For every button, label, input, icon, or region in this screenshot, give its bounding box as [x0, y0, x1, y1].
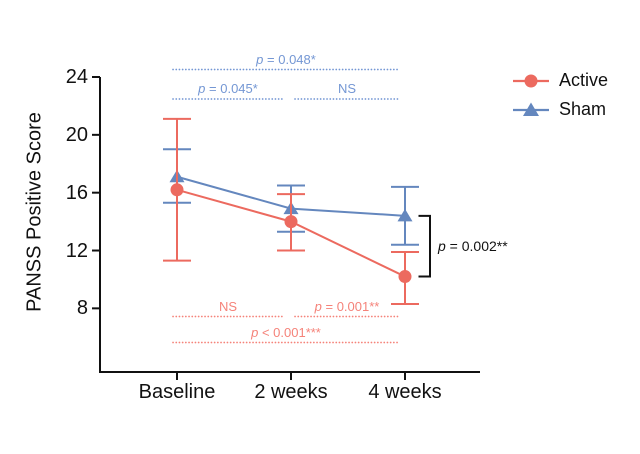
y-tick-label-16: 16: [65, 181, 88, 204]
sham-comparison-label-2: NS: [337, 81, 357, 96]
sham-comparison-label-0: p = 0.048*: [256, 51, 316, 67]
y-axis-title: PANSS Positive Score: [23, 112, 46, 312]
active-comparison-label-0: NS: [218, 298, 238, 314]
y-tick-label-8: 8: [76, 297, 88, 320]
legend-item-active: Active: [512, 66, 608, 95]
active-comparison-label-1: p = 0.001**: [314, 298, 380, 314]
active-marker-1: [284, 215, 298, 229]
legend-item-sham: Sham: [512, 95, 608, 124]
y-tick-label-24: 24: [65, 66, 88, 88]
x-tick-label-0: Baseline: [138, 381, 216, 403]
axes: [99, 77, 480, 373]
x-tick-label-2: 4 weeks: [368, 381, 442, 403]
legend-label-active: Active: [559, 70, 609, 90]
active-comparison-label-2: p < 0.001***: [251, 324, 321, 340]
legend-label-sham: Sham: [559, 99, 607, 119]
sham-marker-2: [397, 208, 413, 222]
y-tick-label-12: 12: [65, 239, 88, 262]
legend: Active Sham: [512, 66, 608, 124]
active-marker-2: [398, 270, 412, 284]
y-tick-label-20: 20: [65, 123, 88, 146]
active-marker-0: [170, 183, 184, 197]
sham-triangle-marker-icon: [513, 102, 549, 116]
comparison-bracket: [418, 214, 431, 278]
x-tick-label-1: 2 weeks: [254, 381, 328, 403]
sham-comparison-label-1: p = 0.045*: [198, 81, 258, 96]
between-group-pvalue-label: p = 0.002**: [438, 238, 508, 255]
active-circle-marker-icon: [513, 74, 549, 87]
